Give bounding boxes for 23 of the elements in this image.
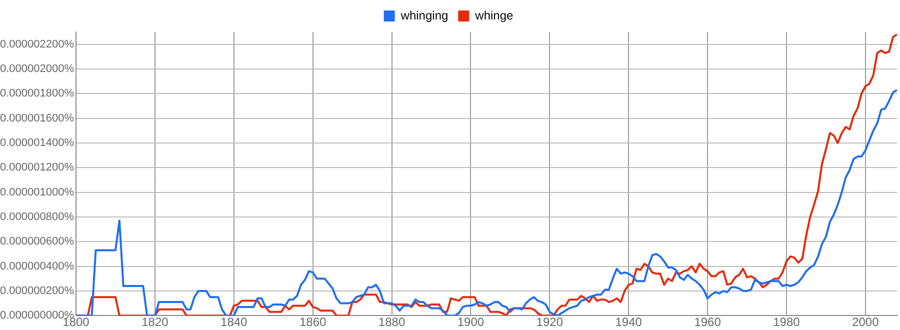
x-tick-label: 1820	[142, 315, 169, 330]
y-tick-label: 0.000000600%	[0, 236, 74, 248]
y-tick-label: 0.000001200%	[0, 162, 74, 174]
y-tick-label: 0.000000400%	[0, 260, 74, 272]
y-tick-label: 0.000002200%	[0, 38, 74, 50]
x-tick-label: 1900	[457, 315, 484, 330]
y-tick-label: 0.000001400%	[0, 137, 74, 150]
legend-label: whinging	[400, 8, 448, 22]
legend-label: whinge	[474, 8, 514, 22]
x-tick-label: 1860	[299, 315, 326, 330]
y-tick-label: 0.000002000%	[0, 63, 74, 76]
y-tick-label: 0.000001800%	[0, 88, 74, 100]
x-tick-label: 1940	[615, 315, 642, 330]
x-tick-label: 1980	[773, 315, 800, 330]
x-tick-label: 2000	[852, 315, 880, 330]
y-tick-label: 0.000001000%	[0, 186, 74, 198]
x-tick-label: 1880	[378, 315, 406, 330]
y-tick-label: 0.000001600%	[0, 112, 74, 124]
y-tick-label: 0.000000800%	[0, 210, 74, 223]
x-tick-label: 1840	[220, 315, 248, 330]
y-tick-label: 0.000000200%	[0, 284, 74, 297]
x-tick-label: 1960	[694, 315, 722, 330]
x-tick-label: 1920	[536, 315, 564, 330]
